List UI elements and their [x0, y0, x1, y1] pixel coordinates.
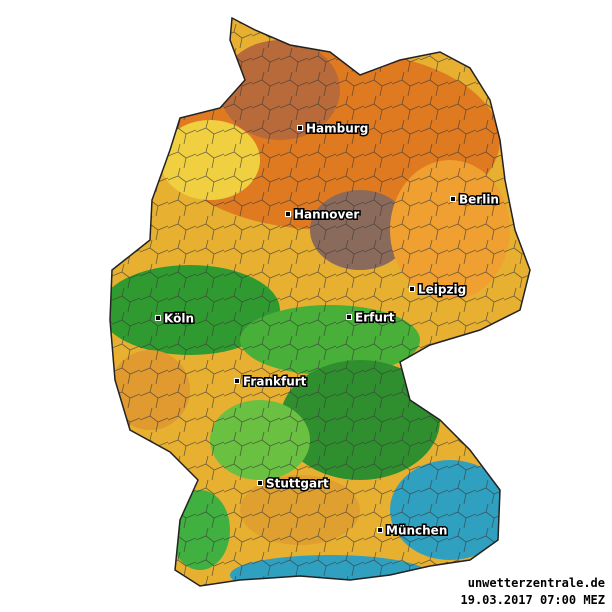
map-area: [110, 18, 530, 586]
city-label: Berlin: [459, 193, 499, 207]
city-dot: [155, 315, 161, 321]
city-dot: [377, 527, 383, 533]
city-dot: [285, 211, 291, 217]
city-label: Stuttgart: [266, 477, 329, 491]
city-label: Leipzig: [418, 283, 466, 297]
city-label: München: [386, 524, 447, 538]
city-dot: [346, 314, 352, 320]
city-layer: Hamburg Berlin Hannover Leipzig Köln Erfurt Fr…: [155, 120, 500, 539]
city-dot: [234, 378, 240, 384]
city-dot: [409, 286, 415, 292]
city-label: Frankfurt: [243, 375, 307, 389]
city-label: Hamburg: [306, 122, 368, 136]
city-dot: [297, 125, 303, 131]
city-label: Köln: [164, 312, 194, 326]
source-label: unwetterzentrale.de: [468, 576, 605, 590]
city-dot: [257, 480, 263, 486]
city-dot: [450, 196, 456, 202]
country-border: [109, 16, 531, 587]
city-label: Hannover: [294, 208, 359, 222]
timestamp: 19.03.2017 07:00 MEZ: [461, 593, 606, 607]
city-label: Erfurt: [355, 311, 395, 325]
